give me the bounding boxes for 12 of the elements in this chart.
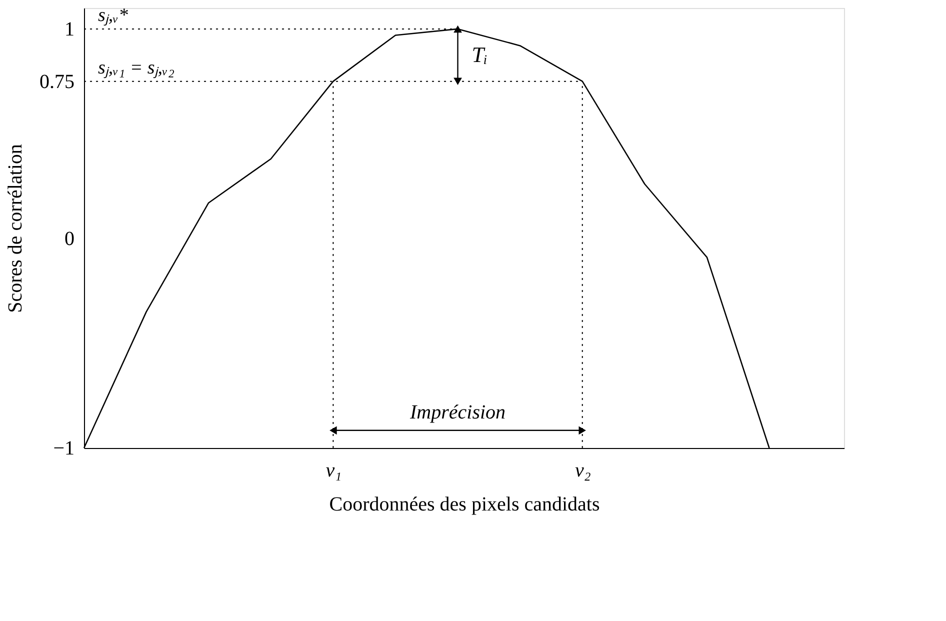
y-tick-label: 0 [64,228,74,250]
y-tick-label: 1 [64,18,74,40]
x-axis-title: Coordonnées des pixels candidats [329,494,600,516]
x-tick-label: v₂ [574,460,591,482]
ref-line-label: sⱼ,ᵥ* [98,4,128,26]
y-axis-title: Scores de corrélation [4,144,26,313]
annotation: Tᵢ [472,42,488,68]
annotation: Imprécision [408,401,506,424]
y-tick-label: 0.75 [40,70,74,93]
ref-line-label: sⱼ,ᵥ₁ = sⱼ,ᵥ₂ [98,57,175,78]
y-tick-label: −1 [53,438,74,460]
x-tick-label: v₁ [326,460,342,482]
